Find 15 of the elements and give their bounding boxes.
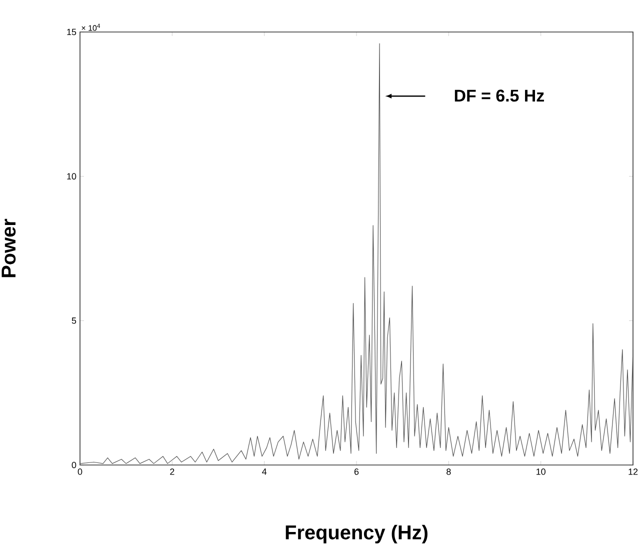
- x-axis-title: Frequency (Hz): [286, 524, 428, 544]
- x-tick-label: 6: [354, 468, 359, 475]
- x-tick-label: 12: [628, 468, 638, 475]
- annotation: DF = 6.5 Hz: [454, 90, 544, 102]
- y-tick-label: 5: [72, 318, 76, 324]
- y-tick-label: 15: [67, 28, 76, 36]
- x-tick-label: 2: [170, 468, 174, 475]
- x-tick-label: 4: [262, 468, 267, 475]
- y-tick-label: 10: [67, 173, 76, 180]
- line-series: [80, 43, 634, 464]
- x-tick-label: 8: [446, 468, 451, 475]
- y-axis-title: Power: [2, 218, 16, 278]
- y-tick-label: 0: [72, 462, 76, 468]
- x-tick-label: 0: [78, 468, 82, 475]
- x-tick-label: 10: [536, 468, 546, 475]
